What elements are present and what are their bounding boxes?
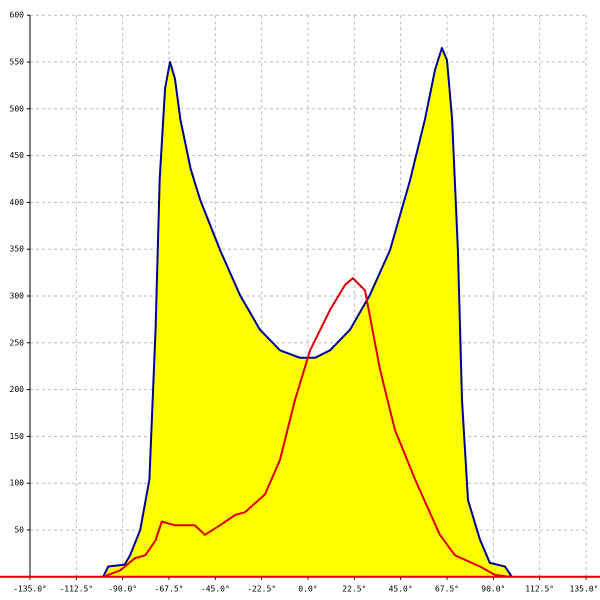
x-tick-label: -90.0° (108, 584, 137, 593)
x-tick-label: 45.0° (389, 584, 413, 593)
x-tick-label: 135.0° (570, 584, 599, 593)
y-tick-label: 150 (10, 432, 25, 441)
y-tick-label: 550 (10, 58, 25, 67)
x-tick-label: 90.0° (481, 584, 505, 593)
line (102, 47, 513, 578)
x-tick-label: 67.5° (435, 584, 459, 593)
x-tick-label: -22.5° (247, 584, 276, 593)
y-tick-label: 100 (10, 479, 25, 488)
x-tick-label: 0.0° (298, 584, 317, 593)
y-tick-label: 350 (10, 245, 25, 254)
y-tick-label: 500 (10, 104, 25, 113)
y-tick-label: 200 (10, 385, 25, 394)
y-tick-label: 50 (14, 526, 24, 535)
x-tick-label: -112.5° (59, 584, 93, 593)
x-tick-label: -45.0° (201, 584, 230, 593)
x-tick-label: 112.5° (525, 584, 554, 593)
y-tick-label: 300 (10, 292, 25, 301)
line (102, 277, 510, 578)
x-tick-label: -135.0° (13, 584, 47, 593)
area (103, 48, 512, 577)
y-tick-label: 250 (10, 338, 25, 347)
x-tick-label: 22.5° (342, 584, 366, 593)
x-tick-label: -67.5° (155, 584, 184, 593)
y-tick-label: 450 (10, 151, 25, 160)
y-tick-label: 400 (10, 198, 25, 207)
y-tick-label: 600 (10, 11, 25, 20)
